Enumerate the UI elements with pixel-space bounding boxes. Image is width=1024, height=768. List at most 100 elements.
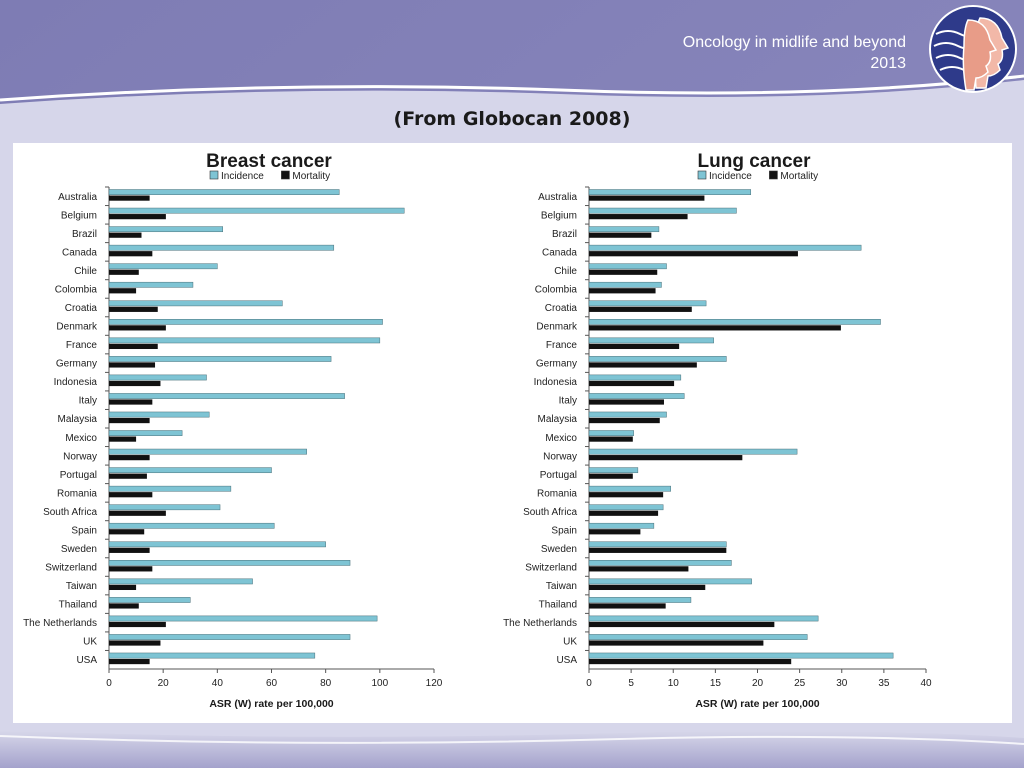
bar-incidence: [108, 263, 218, 270]
category-label: Romania: [537, 488, 577, 499]
category-label: Spain: [551, 525, 577, 536]
category-label: Indonesia: [54, 377, 98, 388]
bar-incidence: [108, 634, 351, 640]
bar-mortality: [109, 380, 161, 387]
bar-incidence: [588, 652, 894, 659]
bar-mortality: [109, 288, 137, 294]
bar-mortality: [109, 195, 150, 201]
category-label: South Africa: [43, 507, 97, 518]
category-label: UK: [83, 637, 97, 648]
bar-incidence: [588, 504, 664, 511]
bar-mortality: [589, 510, 659, 516]
legend-label-mortality: Mortality: [292, 171, 330, 182]
category-label: Belgium: [541, 210, 577, 221]
bar-mortality: [589, 195, 705, 201]
category-label: Norway: [63, 451, 97, 462]
bar-incidence: [108, 430, 183, 436]
bar-mortality: [109, 325, 166, 331]
bar-mortality: [109, 492, 153, 498]
x-tick-label: 25: [794, 678, 806, 689]
category-label: Taiwan: [546, 581, 577, 592]
bar-mortality: [589, 417, 660, 424]
bar-mortality: [589, 455, 743, 461]
bar-incidence: [108, 393, 345, 399]
legend-swatch-incidence: [697, 170, 707, 180]
bar-incidence: [108, 541, 326, 548]
category-label: France: [66, 340, 98, 351]
bar-incidence: [588, 615, 819, 622]
bar-incidence: [588, 485, 671, 492]
x-axis-label: ASR (W) rate per 100,000: [695, 698, 819, 710]
bar-incidence: [588, 597, 692, 603]
category-label: The Netherlands: [503, 618, 577, 629]
bar-mortality: [109, 417, 150, 424]
x-tick-label: 40: [920, 678, 932, 689]
bar-mortality: [109, 621, 166, 628]
category-label: The Netherlands: [23, 618, 97, 629]
legend-swatch-incidence: [209, 170, 219, 180]
profile-faces-logo-icon: [929, 5, 1017, 93]
category-label: Croatia: [545, 303, 578, 314]
bar-incidence: [588, 319, 881, 325]
x-axis-label: ASR (W) rate per 100,000: [209, 698, 333, 710]
legend-swatch-mortality: [769, 170, 778, 180]
bar-mortality: [109, 529, 145, 535]
bar-incidence: [108, 615, 378, 622]
bar-mortality: [109, 658, 150, 665]
x-tick-label: 35: [878, 678, 890, 689]
bar-incidence: [588, 448, 798, 455]
category-label: South Africa: [523, 507, 577, 518]
category-label: Australia: [538, 192, 577, 203]
category-label: Mexico: [545, 433, 577, 444]
category-label: Australia: [58, 192, 97, 203]
category-label: Portugal: [60, 470, 97, 481]
bar-mortality: [589, 492, 664, 498]
category-label: Germany: [56, 359, 97, 370]
bar-incidence: [108, 411, 210, 418]
bar-mortality: [109, 214, 166, 220]
source-subtitle: (From Globocan 2008): [393, 108, 631, 130]
category-label: Romania: [57, 488, 97, 499]
x-tick-label: 100: [371, 678, 388, 689]
bar-incidence: [108, 560, 351, 566]
bar-mortality: [109, 362, 156, 368]
chart-title: Breast cancer: [206, 151, 332, 172]
bar-incidence: [588, 578, 752, 585]
bar-mortality: [109, 306, 158, 312]
bar-mortality: [589, 584, 706, 591]
category-label: Thailand: [539, 600, 577, 611]
bar-mortality: [589, 325, 841, 331]
bar-mortality: [109, 510, 166, 516]
category-label: Portugal: [540, 470, 577, 481]
category-label: Colombia: [55, 284, 98, 295]
bar-incidence: [588, 263, 667, 270]
bar-incidence: [108, 281, 194, 288]
bar-mortality: [109, 473, 147, 479]
bar-mortality: [109, 269, 139, 275]
bar-incidence: [588, 356, 727, 362]
category-label: USA: [556, 655, 577, 666]
x-tick-label: 40: [212, 678, 224, 689]
category-label: Italy: [559, 396, 577, 407]
category-label: Sweden: [61, 544, 97, 555]
category-label: Malaysia: [58, 414, 98, 425]
bar-incidence: [588, 281, 662, 288]
bar-mortality: [589, 306, 692, 312]
category-label: Denmark: [56, 322, 98, 333]
category-label: Switzerland: [45, 563, 97, 574]
bar-incidence: [588, 337, 714, 344]
bar-mortality: [589, 214, 688, 220]
bar-mortality: [589, 547, 727, 553]
bar-mortality: [109, 603, 139, 609]
bar-mortality: [589, 232, 652, 238]
bar-incidence: [108, 207, 405, 214]
bar-mortality: [109, 399, 153, 405]
legend-label-incidence: Incidence: [221, 171, 264, 182]
charts-panel: Breast cancer Incidence Mortality 0 20 40 60 80…: [13, 143, 1012, 723]
bar-incidence: [108, 485, 232, 492]
category-label: Switzerland: [525, 563, 577, 574]
x-tick-label: 20: [158, 678, 170, 689]
bar-mortality: [589, 362, 697, 368]
bar-mortality: [109, 455, 150, 461]
